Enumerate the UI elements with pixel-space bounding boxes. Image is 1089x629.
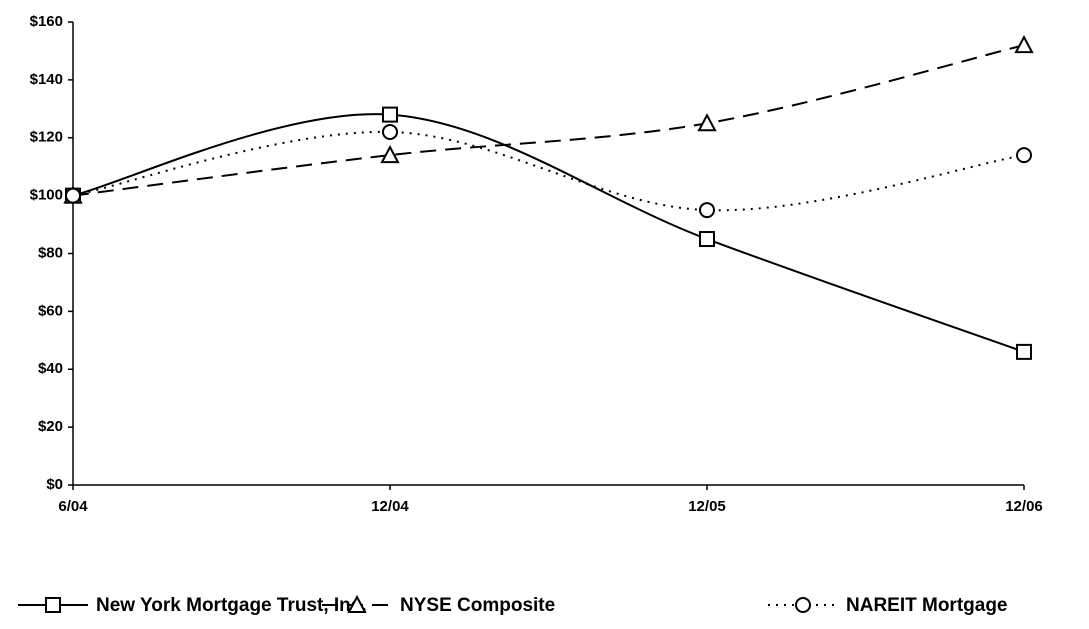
series-line: [72, 130, 1025, 212]
y-tick-label: $40: [38, 360, 63, 377]
y-tick-label: $0: [46, 476, 63, 493]
x-tick-label: 12/05: [688, 498, 726, 515]
marker: [795, 597, 811, 613]
marker: [382, 123, 398, 140]
x-tick-label: 6/04: [58, 498, 88, 515]
x-tick-label: 12/04: [371, 498, 409, 515]
marker: [699, 231, 715, 248]
y-tick-label: $60: [38, 302, 63, 319]
y-tick-label: $160: [30, 13, 63, 30]
marker: [347, 594, 367, 613]
y-tick-label: $100: [30, 187, 63, 204]
marker: [382, 106, 398, 123]
series-line: [72, 44, 1025, 197]
y-tick-label: $140: [30, 71, 63, 88]
marker: [1016, 147, 1032, 164]
series-line: [72, 113, 1025, 353]
y-tick-label: $120: [30, 129, 63, 146]
marker: [697, 113, 717, 132]
legend-label: NAREIT Mortgage: [846, 595, 1008, 616]
y-tick-label: $20: [38, 418, 63, 435]
marker: [1014, 35, 1034, 54]
legend-label: NYSE Composite: [400, 595, 555, 616]
marker: [380, 144, 400, 164]
legend-label: New York Mortgage Trust, Inc.: [96, 595, 367, 616]
y-tick-label: $80: [38, 244, 63, 261]
x-tick-label: 12/06: [1005, 498, 1043, 515]
marker: [699, 202, 715, 219]
marker: [1016, 343, 1032, 360]
marker: [45, 597, 61, 613]
marker: [65, 187, 81, 204]
